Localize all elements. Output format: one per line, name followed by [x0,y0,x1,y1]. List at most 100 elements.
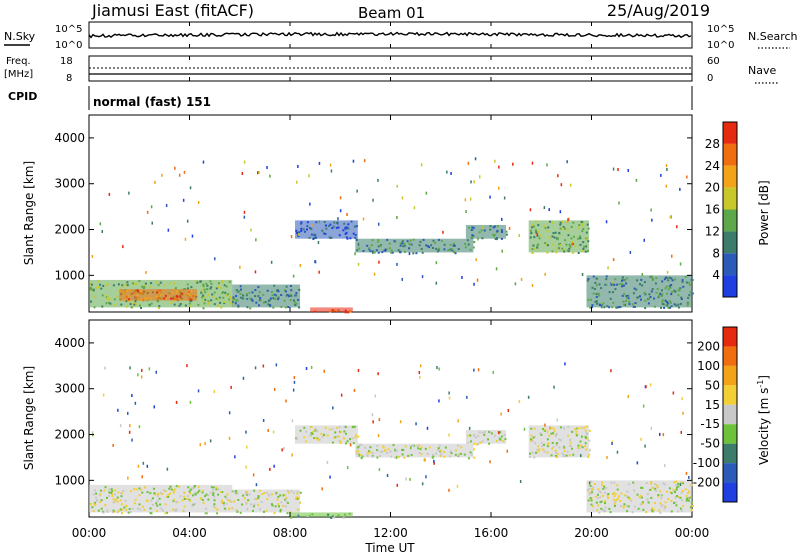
power-echo-cell [561,220,564,223]
velocity-echo-cell [382,445,384,448]
power-echo-cell [157,300,160,303]
velocity-echo-cell [274,505,277,508]
velocity-scatter-cell [473,368,475,372]
velocity-scatter-cell [340,393,343,397]
velocity-echo-cell [577,446,579,449]
velocity-scatter-cell [433,461,435,465]
velocity-echo-cell [585,431,588,434]
velocity-echo-cell [428,446,431,449]
power-echo-cell [468,226,471,229]
power-echo-cell [671,291,673,293]
power-echo-cell [230,304,233,307]
power-scatter-cell [568,217,570,221]
velocity-echo-cell [581,446,584,449]
power-echo-cell [505,230,508,233]
velocity-scatter-cell [141,475,143,479]
power-echo-cell [145,298,148,301]
velocity-y-tick-label: 3000 [54,382,85,396]
power-echo-cell [228,298,231,301]
velocity-echo-cell [657,495,660,498]
velocity-echo-cell [403,456,406,459]
power-echo-cell [276,289,278,292]
velocity-scatter-cell [466,395,468,399]
velocity-echo-cell [590,480,593,483]
power-echo-cell [636,296,639,299]
velocity-echo-region [355,443,474,458]
velocity-echo-cell [294,497,297,500]
velocity-echo-cell [392,444,395,447]
power-echo-cell [150,282,153,285]
velocity-echo-cell [438,444,441,447]
velocity-echo-cell [603,485,606,488]
velocity-echo-cell [639,494,642,497]
velocity-echo-cell [236,509,239,512]
velocity-scatter-cell [141,368,143,372]
power-scatter-cell [470,180,472,184]
velocity-echo-cell [260,501,263,503]
power-scatter-cell [182,198,185,202]
power-colorbar-tick-label: 4 [712,268,720,282]
velocity-echo-cell [394,456,397,459]
power-echo-cell [184,304,187,307]
power-echo-cell [221,281,224,284]
power-colorbar-segment [723,122,737,144]
power-scatter-cell [167,228,170,232]
velocity-echo-cell [318,438,320,441]
power-echo-cell [406,240,409,243]
velocity-echo-cell [314,437,317,440]
velocity-echo-cell [654,487,657,490]
velocity-echo-cell [290,490,293,493]
power-echo-cell [437,238,440,241]
power-echo-cell [668,300,671,302]
velocity-echo-cell [567,425,570,428]
velocity-echo-cell [155,502,158,505]
velocity-echo-cell [108,491,111,494]
power-echo-cell [148,304,151,307]
velocity-echo-cell [616,497,619,500]
power-echo-cell [354,225,356,228]
power-echo-cell [581,230,584,233]
power-scatter-cell [330,169,333,173]
velocity-echo-cell [275,491,278,494]
power-echo-cell [169,282,172,285]
x-tick-label: 12:00 [373,526,408,540]
velocity-echo-cell [111,511,114,514]
power-echo-region [465,224,507,239]
velocity-echo-cell [286,489,289,492]
velocity-echo-cell [660,505,663,508]
power-echo-cell [125,290,128,292]
velocity-echo-cell [597,488,600,491]
velocity-echo-cell [120,495,123,498]
velocity-colorbar-segment [723,463,737,483]
velocity-echo-cell [537,445,540,448]
power-echo-cell [188,297,191,300]
power-echo-cell [625,296,628,299]
power-scatter-cell [501,249,503,253]
velocity-echo-cell [121,512,123,515]
power-echo-cell [234,302,237,305]
velocity-echo-cell [204,512,207,515]
power-echo-cell [401,242,404,245]
velocity-echo-cell [600,507,603,510]
power-echo-cell [284,306,287,309]
power-echo-cell [634,305,636,308]
beam-title: Beam 01 [358,4,425,22]
power-echo-cell [680,296,683,299]
velocity-echo-cell [619,500,622,502]
power-scatter-cell [651,218,653,222]
velocity-echo-cell [631,511,634,514]
power-echo-cell [565,243,568,246]
power-echo-cell [297,298,300,301]
power-echo-cell [89,282,92,285]
velocity-echo-cell [661,504,664,507]
velocity-echo-cell [542,428,544,431]
power-scatter-cell [299,264,302,267]
velocity-echo-cell [250,503,253,506]
velocity-echo-cell [116,511,119,514]
power-echo-cell [204,298,207,301]
velocity-echo-cell [598,511,601,514]
velocity-echo-cell [160,507,163,510]
power-scatter-cell [165,204,168,207]
velocity-scatter-cell [245,465,247,469]
velocity-echo-cell [320,432,323,435]
